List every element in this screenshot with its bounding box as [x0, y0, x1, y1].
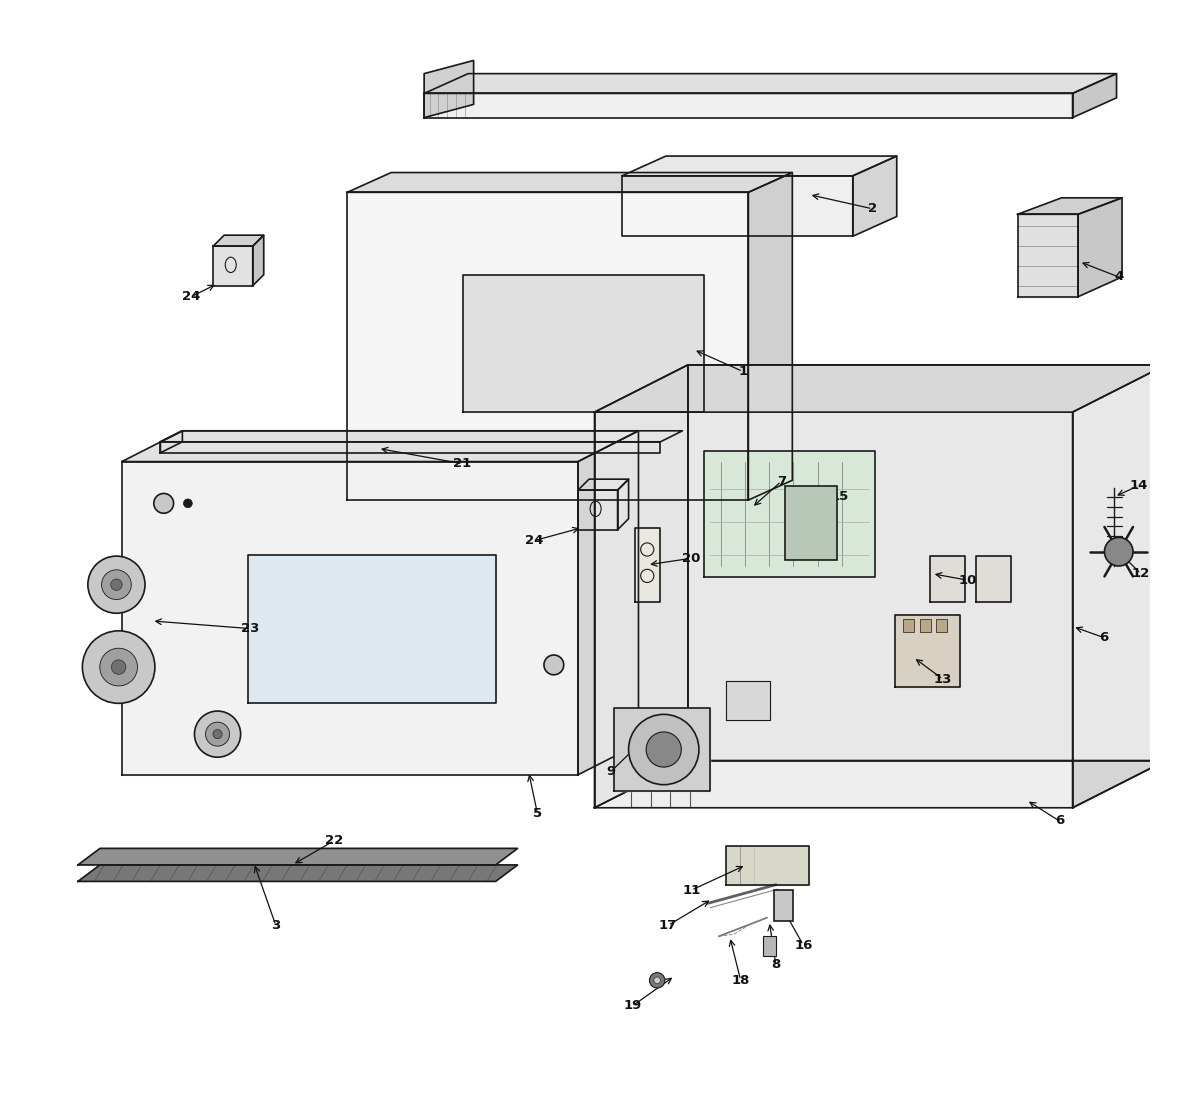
- Polygon shape: [578, 490, 618, 530]
- Polygon shape: [614, 708, 710, 791]
- Circle shape: [654, 977, 660, 984]
- Polygon shape: [78, 865, 517, 881]
- Polygon shape: [248, 555, 496, 703]
- Bar: [774, 890, 793, 921]
- Text: 6: 6: [1099, 631, 1108, 644]
- Circle shape: [212, 730, 222, 739]
- Polygon shape: [161, 431, 182, 453]
- Polygon shape: [688, 365, 1166, 761]
- Circle shape: [184, 499, 192, 508]
- Bar: [920, 619, 931, 632]
- Polygon shape: [214, 235, 264, 246]
- Polygon shape: [161, 442, 660, 453]
- Polygon shape: [635, 528, 660, 602]
- Circle shape: [649, 973, 665, 988]
- Polygon shape: [749, 173, 792, 500]
- Polygon shape: [161, 431, 683, 442]
- Text: 5: 5: [533, 807, 542, 820]
- Text: 24: 24: [182, 290, 200, 303]
- Polygon shape: [122, 431, 638, 462]
- Bar: [936, 619, 947, 632]
- Polygon shape: [726, 681, 770, 720]
- Text: 13: 13: [934, 673, 952, 686]
- Polygon shape: [622, 176, 853, 236]
- Polygon shape: [424, 60, 474, 118]
- Text: 3: 3: [271, 919, 281, 932]
- Polygon shape: [726, 846, 809, 885]
- Polygon shape: [347, 173, 792, 192]
- Bar: [763, 936, 776, 956]
- Polygon shape: [122, 462, 578, 775]
- Bar: [785, 486, 838, 560]
- Polygon shape: [1018, 198, 1122, 214]
- Polygon shape: [578, 431, 638, 775]
- Text: 4: 4: [1114, 270, 1123, 284]
- Polygon shape: [853, 156, 896, 236]
- Text: 22: 22: [325, 834, 343, 847]
- Polygon shape: [894, 615, 960, 687]
- Text: 11: 11: [682, 884, 701, 897]
- Polygon shape: [594, 365, 1166, 412]
- Circle shape: [194, 711, 241, 757]
- Polygon shape: [594, 365, 688, 808]
- Circle shape: [100, 648, 138, 686]
- Polygon shape: [424, 74, 1116, 93]
- Circle shape: [205, 722, 229, 746]
- Circle shape: [88, 556, 145, 613]
- Polygon shape: [1073, 74, 1116, 118]
- Text: 12: 12: [1132, 567, 1150, 580]
- Polygon shape: [214, 246, 253, 286]
- Polygon shape: [1018, 214, 1078, 297]
- Circle shape: [154, 493, 174, 513]
- Circle shape: [112, 659, 126, 675]
- Polygon shape: [622, 156, 896, 176]
- Polygon shape: [930, 556, 965, 602]
- Circle shape: [83, 631, 155, 703]
- Circle shape: [110, 579, 122, 590]
- Text: 18: 18: [732, 974, 750, 987]
- Text: 14: 14: [1129, 479, 1147, 492]
- Polygon shape: [463, 275, 704, 412]
- Polygon shape: [78, 848, 517, 865]
- Circle shape: [544, 655, 564, 675]
- Text: 21: 21: [454, 457, 472, 470]
- Text: 20: 20: [682, 552, 701, 565]
- Polygon shape: [594, 761, 1166, 808]
- Text: 2: 2: [868, 202, 877, 215]
- Polygon shape: [424, 93, 1073, 118]
- Polygon shape: [1073, 365, 1166, 808]
- Circle shape: [629, 714, 698, 785]
- Polygon shape: [1078, 198, 1122, 297]
- Polygon shape: [704, 451, 875, 577]
- Text: 15: 15: [830, 490, 848, 503]
- Polygon shape: [618, 479, 629, 530]
- Text: 8: 8: [772, 958, 780, 972]
- Text: 23: 23: [241, 622, 259, 635]
- Circle shape: [646, 732, 682, 767]
- Bar: [904, 619, 914, 632]
- Text: 17: 17: [659, 919, 677, 932]
- Text: 7: 7: [776, 475, 786, 488]
- Polygon shape: [976, 556, 1012, 602]
- Text: 16: 16: [794, 939, 812, 952]
- Text: 10: 10: [959, 574, 977, 587]
- Circle shape: [102, 569, 131, 600]
- Circle shape: [1104, 537, 1133, 566]
- Text: 9: 9: [606, 765, 616, 778]
- Polygon shape: [347, 192, 749, 500]
- Polygon shape: [253, 235, 264, 286]
- Text: 19: 19: [624, 999, 642, 1012]
- Text: 1: 1: [738, 365, 748, 378]
- Text: 24: 24: [524, 534, 544, 547]
- Polygon shape: [578, 479, 629, 490]
- Text: 6: 6: [1055, 814, 1064, 828]
